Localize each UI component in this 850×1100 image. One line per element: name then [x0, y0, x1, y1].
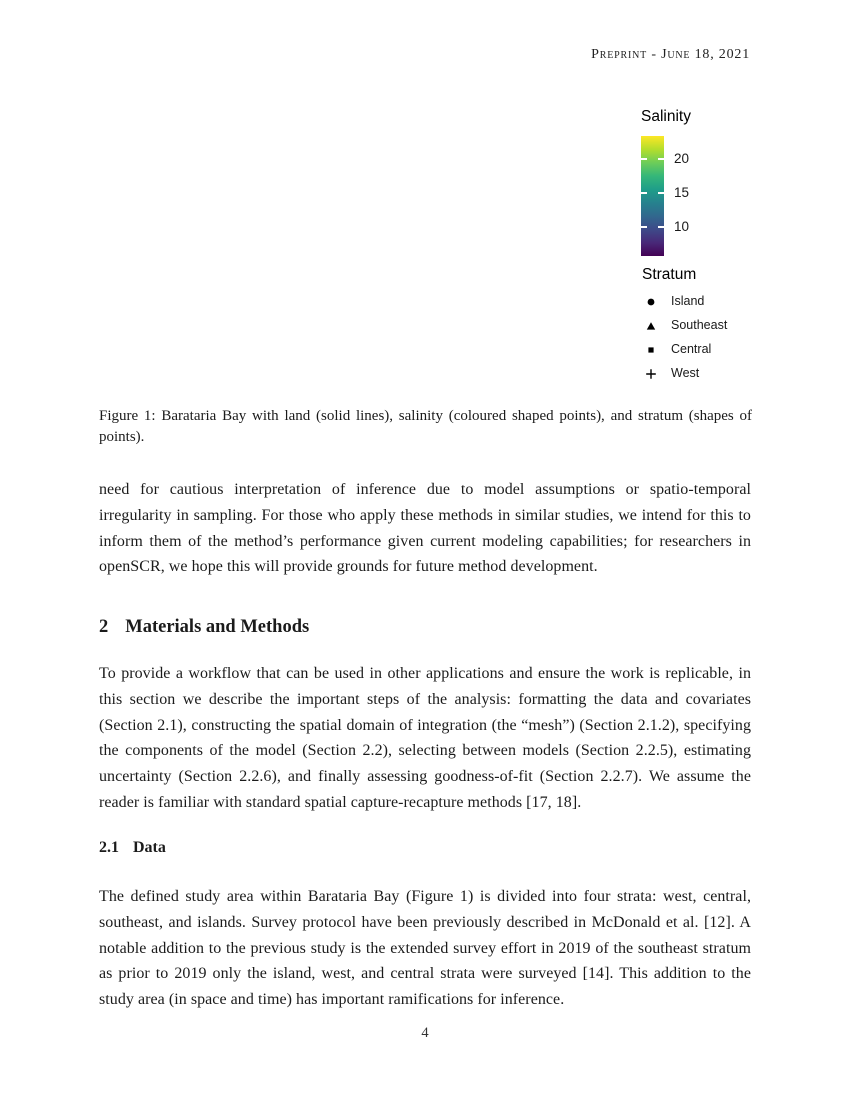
section-heading-materials-and-methods: 2 Materials and Methods [99, 617, 309, 638]
colorbar-tick-label: 15 [674, 184, 690, 200]
colorbar-tick-mark [641, 191, 647, 194]
circle-symbol-icon [647, 298, 655, 306]
colorbar-tick-mark [658, 191, 664, 194]
stratum-item-label: Island [671, 294, 705, 308]
salinity-colorbar: 20 15 10 [641, 136, 751, 256]
stratum-legend-item-central: Central [640, 338, 770, 362]
barataria-bay-map [98, 92, 628, 404]
subsection-title: Data [133, 839, 166, 856]
body-paragraph: The defined study area within Barataria … [99, 888, 751, 1009]
colorbar-tick-mark [658, 225, 664, 228]
colorbar-tick-label: 10 [674, 218, 690, 234]
page-number: 4 [421, 1025, 429, 1041]
stratum-item-label: Central [671, 342, 712, 356]
section-title: Materials and Methods [125, 617, 310, 637]
triangle-symbol-icon [646, 322, 656, 330]
subsection-number: 2.1 [99, 839, 119, 856]
stratum-legend-item-west: West [640, 362, 770, 386]
figure-caption: Figure 1: Barataria Bay with land (solid… [99, 408, 752, 445]
section-number: 2 [99, 617, 109, 637]
stratum-item-label: Southeast [671, 318, 728, 332]
subsection-heading-data: 2.1 Data [99, 839, 166, 857]
salinity-legend-title: Salinity [641, 108, 691, 125]
stratum-legend-items: Island Southeast Central West [640, 290, 770, 386]
header-date-line: Preprint - June 18, 2021 [591, 47, 750, 62]
map-legend: Salinity 20 15 10 Stratum Island Southeast C… [640, 108, 775, 380]
stratum-legend-item-island: Island [640, 290, 770, 314]
stratum-item-label: West [671, 366, 700, 380]
colorbar-tick-mark [641, 225, 647, 228]
colorbar-tick-label: 20 [674, 150, 690, 166]
salinity-gradient-bar [641, 136, 664, 256]
body-paragraph: need for cautious interpretation of infe… [99, 481, 751, 576]
body-paragraph: To provide a workflow that can be used i… [99, 665, 751, 811]
colorbar-tick-mark [658, 157, 664, 160]
plus-symbol-icon [646, 369, 656, 379]
stratum-legend-item-southeast: Southeast [640, 314, 770, 338]
colorbar-tick-mark [641, 157, 647, 160]
square-symbol-icon [648, 347, 654, 353]
stratum-legend-title: Stratum [642, 266, 697, 283]
